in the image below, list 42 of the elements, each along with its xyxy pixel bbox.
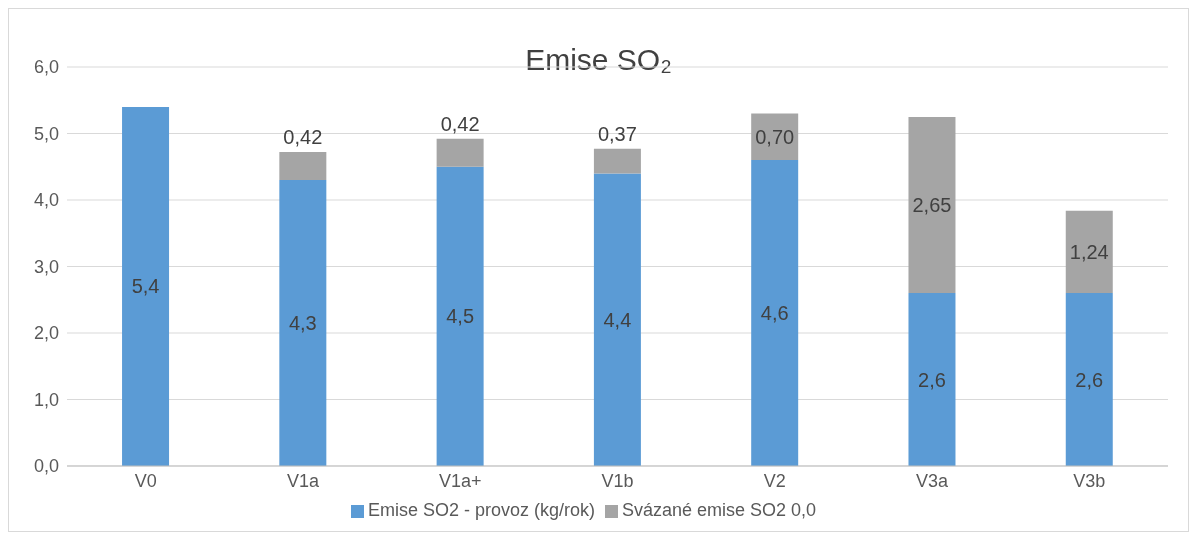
data-label: 2,6 xyxy=(1075,368,1104,391)
data-label: 0,42 xyxy=(283,126,323,149)
legend-label: Svázané emise SO2 0,0 xyxy=(621,500,817,520)
bar xyxy=(279,180,327,466)
bar xyxy=(436,138,484,167)
bar xyxy=(279,152,327,181)
x-tick-label: V1b xyxy=(601,470,634,491)
data-label: 4,6 xyxy=(760,302,789,325)
bar xyxy=(593,173,641,466)
data-label: 2,65 xyxy=(912,193,952,216)
data-label: 0,42 xyxy=(440,112,480,135)
bar xyxy=(122,106,170,466)
y-tick-label: 0,0 xyxy=(33,456,59,477)
y-tick-label: 4,0 xyxy=(33,190,59,211)
chart-title: Emise SO₂ xyxy=(525,43,672,76)
x-tick-label: V1a+ xyxy=(438,470,482,491)
x-tick-label: V0 xyxy=(134,470,157,491)
data-label: 1,24 xyxy=(1069,240,1109,263)
data-label: 4,5 xyxy=(446,305,475,328)
data-label: 4,4 xyxy=(603,308,632,331)
data-label: 4,3 xyxy=(288,312,317,335)
data-label: 0,70 xyxy=(755,125,795,148)
y-tick-label: 1,0 xyxy=(33,389,59,410)
y-tick-label: 2,0 xyxy=(33,323,59,344)
x-tick-label: V2 xyxy=(763,470,786,491)
bar xyxy=(908,116,956,294)
x-tick-label: V3b xyxy=(1073,470,1106,491)
bar xyxy=(751,160,799,466)
bar xyxy=(1065,293,1113,466)
legend-label: Emise SO2 - provoz (kg/rok) xyxy=(367,500,595,520)
y-tick-label: 6,0 xyxy=(33,57,59,78)
data-label: 0,37 xyxy=(597,122,637,145)
bar xyxy=(436,166,484,466)
x-tick-label: V3a xyxy=(916,470,950,491)
bar xyxy=(593,148,641,174)
y-tick-label: 3,0 xyxy=(33,256,59,277)
y-tick-label: 5,0 xyxy=(33,123,59,144)
x-tick-label: V1a xyxy=(286,470,320,491)
data-label: 5,4 xyxy=(131,275,160,298)
bar xyxy=(908,293,956,466)
data-label: 2,6 xyxy=(918,368,946,391)
bar xyxy=(1065,210,1113,294)
